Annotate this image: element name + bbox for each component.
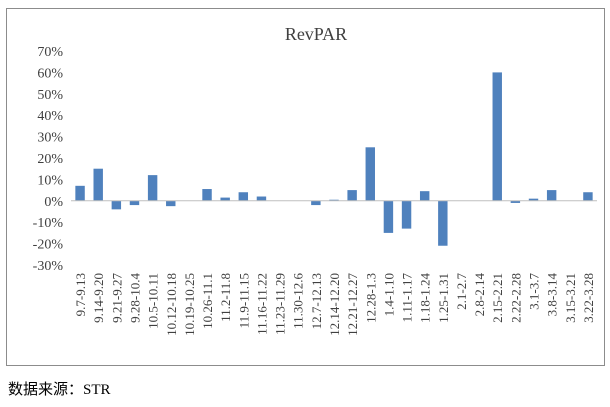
bar <box>129 200 140 206</box>
x-tick-label: 2.15-2.21 <box>490 273 505 323</box>
x-tick-label: 10.5-10.11 <box>146 273 161 329</box>
bar <box>111 200 122 210</box>
chart-frame: RevPAR -30% -20% -10% 0% 10% 20% 30% 40% 50% 60% 7… <box>6 8 605 366</box>
x-tick-label: 2.8-2.14 <box>472 273 487 317</box>
bar <box>419 191 430 201</box>
x-tick-label: 10.12-10.18 <box>164 273 179 336</box>
y-tick-label: 0% <box>44 195 63 210</box>
revpar-chart: RevPAR -30% -20% -10% 0% 10% 20% 30% 40% 50% 60% 7… <box>33 24 597 336</box>
x-tick-label: 9.28-10.4 <box>127 273 142 323</box>
bar <box>347 190 357 201</box>
bar <box>510 200 521 203</box>
bar <box>492 72 502 201</box>
bar <box>220 197 230 201</box>
x-tick-label: 3.15-3.21 <box>563 273 578 323</box>
bar <box>147 175 158 201</box>
bar <box>583 192 593 201</box>
bar <box>383 200 394 233</box>
bar <box>438 200 448 246</box>
y-axis-labels: -30% -20% -10% 0% 10% 20% 30% 40% 50% 60% 70% <box>33 45 64 274</box>
bar <box>311 200 321 206</box>
x-tick-label: 1.18-1.24 <box>418 273 433 323</box>
y-tick-label: 20% <box>37 152 63 167</box>
x-tick-label: 10.26-11.1 <box>200 273 215 329</box>
y-tick-label: 50% <box>37 88 63 103</box>
x-tick-label: 12.21-12.27 <box>345 273 360 336</box>
x-tick-label: 12.28-1.3 <box>363 273 378 323</box>
y-tick-label: -20% <box>33 238 64 253</box>
x-tick-label: 1.25-1.31 <box>436 273 451 323</box>
bar <box>329 199 339 201</box>
x-axis-labels: 9.7-9.13 9.14-9.20 9.21-9.27 9.28-10.4 10.5-… <box>73 273 596 336</box>
bar <box>93 168 103 201</box>
x-tick-label: 12.7-12.13 <box>309 273 324 329</box>
y-tick-label: 70% <box>37 45 63 60</box>
x-tick-label: 12.14-12.20 <box>327 273 342 336</box>
x-tick-label: 11.9-11.15 <box>236 273 251 328</box>
x-tick-label: 2.1-2.7 <box>454 273 469 310</box>
source-note: 数据来源：STR <box>8 378 111 399</box>
source-separator: ： <box>68 382 84 398</box>
y-tick-label: 10% <box>37 173 63 188</box>
bar <box>202 189 212 201</box>
x-tick-label: 3.8-3.14 <box>545 273 560 317</box>
x-tick-label: 9.21-9.27 <box>109 273 124 323</box>
bar <box>238 192 249 201</box>
bar <box>546 190 557 201</box>
y-tick-label: 30% <box>37 131 63 146</box>
x-tick-label: 1.4-1.10 <box>381 273 396 316</box>
y-tick-label: 60% <box>37 66 63 81</box>
y-tick-label: -10% <box>33 216 64 231</box>
bar <box>365 147 375 201</box>
x-tick-label: 10.19-10.25 <box>182 273 197 336</box>
x-tick-label: 3.22-3.28 <box>581 273 596 323</box>
x-tick-label: 3.1-3.7 <box>527 273 542 310</box>
source-label: 数据来源 <box>8 380 69 398</box>
x-tick-label: 2.22-2.28 <box>508 273 523 323</box>
y-tick-label: -30% <box>33 259 64 274</box>
bar <box>166 200 176 207</box>
x-tick-label: 11.23-11.29 <box>273 273 288 335</box>
bars <box>75 72 593 246</box>
bar <box>528 198 539 201</box>
bar <box>401 200 412 229</box>
chart-title: RevPAR <box>285 24 347 44</box>
source-value: STR <box>83 382 111 398</box>
x-tick-label: 11.2-11.8 <box>218 273 233 322</box>
x-tick-label: 9.14-9.20 <box>91 273 106 323</box>
x-tick-label: 1.11-1.17 <box>400 273 415 323</box>
x-tick-label: 9.7-9.13 <box>73 273 88 316</box>
bar <box>256 196 267 201</box>
x-tick-label: 11.16-11.22 <box>254 273 269 335</box>
x-tick-label: 11.30-12.6 <box>291 273 306 329</box>
y-tick-label: 40% <box>37 109 63 124</box>
bar <box>75 185 85 201</box>
